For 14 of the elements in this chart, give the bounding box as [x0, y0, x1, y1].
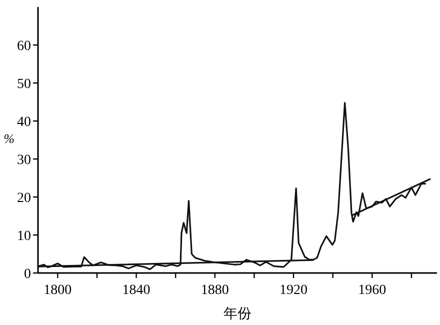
y-tick-label: 40: [17, 115, 31, 130]
y-tick-label: 10: [17, 229, 31, 244]
x-tick-label: 1800: [44, 283, 72, 298]
x-tick-label: 1960: [358, 283, 386, 298]
x-tick-label: 1840: [122, 283, 150, 298]
y-tick-label: 0: [24, 267, 31, 282]
y-tick-label: 50: [17, 77, 31, 92]
x-tick-label: 1920: [280, 283, 308, 298]
x-axis-title: 年份: [224, 306, 252, 322]
y-axis-title: %: [4, 131, 15, 146]
x-tick-label: 1880: [200, 283, 229, 298]
y-tick-label: 30: [17, 153, 31, 168]
y-tick-label: 60: [17, 39, 31, 54]
y-tick-label: 20: [17, 191, 31, 206]
